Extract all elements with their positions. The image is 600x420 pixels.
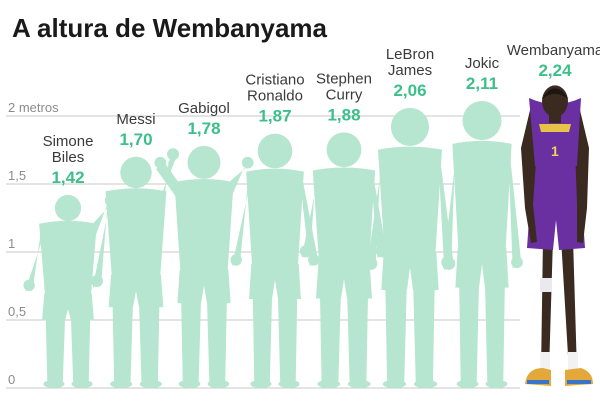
- figure-name-label: Messi: [116, 111, 155, 128]
- figure-name-label: Jokic: [465, 55, 500, 72]
- figure-silhouette: [23, 194, 117, 388]
- chart-title: A altura de Wembanyama: [12, 13, 328, 43]
- figure-name-label: Biles: [52, 149, 85, 166]
- figure-name-label: Cristiano: [245, 72, 304, 89]
- figure-name-label: James: [388, 62, 432, 79]
- figure-silhouette: [299, 132, 389, 388]
- y-tick-label: 1: [8, 236, 15, 251]
- y-tick-label: 0,5: [8, 304, 26, 319]
- figure-name-label: LeBron: [386, 46, 434, 63]
- figure-silhouette: [441, 101, 523, 388]
- y-tick-label: 2 metros: [8, 100, 59, 115]
- figure-name-label: Gabigol: [178, 100, 230, 117]
- figure-height-value: 1,42: [51, 168, 84, 187]
- figure-name-label: Wembanyama: [507, 42, 600, 59]
- y-tick-label: 1,5: [8, 168, 26, 183]
- figure-height-value: 2,24: [538, 61, 572, 80]
- figures: 1: [23, 85, 593, 388]
- y-tick-label: 0: [8, 372, 15, 387]
- svg-text:1: 1: [551, 143, 559, 159]
- figure-wembanyama: 1: [521, 85, 593, 386]
- figure-silhouette: [90, 148, 180, 388]
- figure-height-value: 1,87: [258, 107, 291, 126]
- figure-name-label: Curry: [326, 86, 363, 103]
- figure-height-value: 1,88: [327, 105, 360, 124]
- figure-height-value: 1,70: [119, 130, 152, 149]
- figure-height-value: 2,06: [393, 81, 426, 100]
- figure-silhouette: [154, 145, 254, 388]
- figure-name-label: Ronaldo: [247, 88, 303, 105]
- figure-name-label: Stephen: [316, 70, 372, 87]
- figure-silhouette: [230, 133, 320, 388]
- figure-height-value: 1,78: [187, 119, 220, 138]
- figure-height-value: 2,11: [466, 74, 498, 93]
- figure-name-label: Simone: [43, 133, 94, 150]
